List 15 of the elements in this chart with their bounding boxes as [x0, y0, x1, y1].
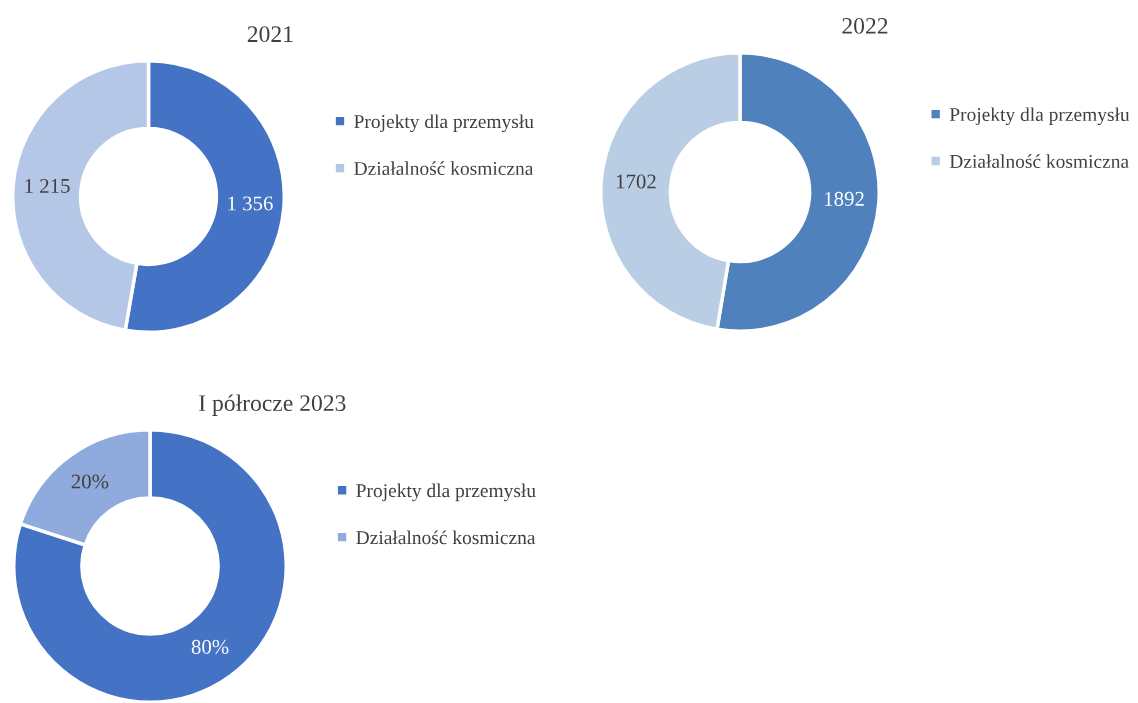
- chart-title: I półrocze 2023: [199, 394, 346, 416]
- legend-label: Projekty dla przemysłu: [354, 114, 534, 133]
- legend-label: Działalność kosmiczna: [949, 154, 1129, 169]
- data-label: 80%: [191, 639, 229, 654]
- legend-label: Działalność kosmiczna: [354, 161, 534, 176]
- legend-label: Projekty dla przemysłu: [356, 483, 536, 502]
- chart-title: 2022: [842, 17, 888, 34]
- chart-title: 2021: [247, 26, 293, 43]
- data-label: 1702: [616, 174, 656, 189]
- data-label: 1892: [825, 191, 864, 206]
- legend-label: Działalność kosmiczna: [356, 530, 536, 545]
- data-label: 20%: [71, 474, 109, 489]
- data-label: 1 356: [228, 196, 273, 211]
- legend-label: Projekty dla przemysłu: [949, 107, 1130, 126]
- data-label: 1 215: [25, 178, 70, 193]
